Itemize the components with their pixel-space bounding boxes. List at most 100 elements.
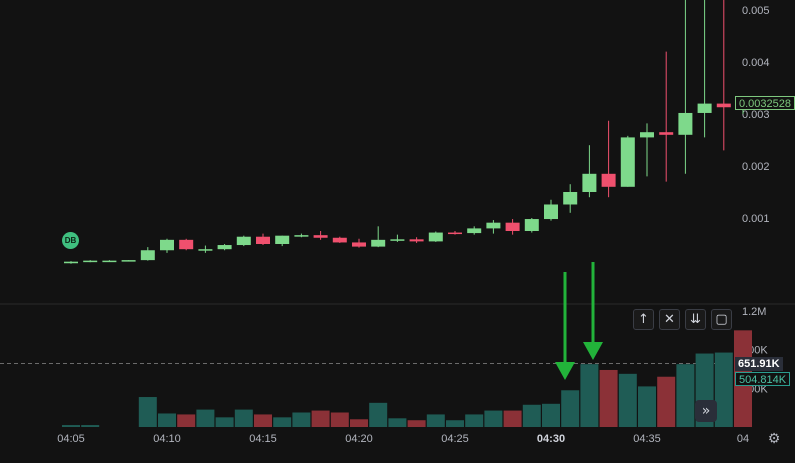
candle [236,235,251,247]
green-arrow [555,272,575,380]
candle-body [83,260,98,263]
candle [217,244,232,251]
candle [601,120,616,198]
candle [332,236,347,243]
price-tick-label: 0.001 [742,213,770,225]
volume-bar [484,410,503,427]
volume-bar [369,402,388,427]
maximize-pane-button[interactable]: ▢ [711,309,732,330]
price-tick-label: 0.002 [742,161,770,173]
candle [64,261,78,264]
candle [371,226,386,248]
candle-body [467,228,482,234]
volume-bar [599,369,618,427]
collapse-pane-button[interactable]: ⇊ [685,309,706,330]
candle-body [409,239,424,242]
move-pane-up-button[interactable]: ↑ [633,309,654,330]
volume-bar [580,364,599,427]
green-arrow [583,262,603,360]
candle-body [64,261,78,264]
candle-body [716,103,731,108]
candle-body [102,260,117,263]
volume-bar [158,413,176,427]
candle [275,235,290,247]
candle-body [217,245,232,250]
candle-body [313,235,328,238]
candle-body [486,222,501,229]
volume-bar [81,425,100,427]
volume-bar [714,352,733,427]
last-volume-badge: 504.814K [735,372,791,386]
candle [294,233,309,238]
candle-body [640,132,654,138]
volume-bar [446,420,464,427]
annotation-arrows [555,262,603,380]
candle [448,231,462,235]
time-tick-label: 04:20 [345,433,373,445]
price-tick-label: 0.004 [742,57,770,69]
candle-body [544,204,558,220]
candle-body [448,232,462,235]
time-tick-label: 04:30 [537,433,565,445]
candle [640,123,654,177]
time-tick-label: 04:10 [153,433,181,445]
candle-body [601,173,616,187]
volume-bar [292,412,311,427]
volume-bar [62,425,80,427]
volume-tick-label: 1.2M [742,306,766,318]
candle-body [505,222,520,231]
candle-body [332,237,347,243]
scroll-to-realtime-button[interactable]: » [695,400,717,422]
volume-bar [638,386,656,427]
volume-bar [177,414,196,427]
candle [256,233,270,246]
candle-body [352,242,366,247]
volume-bar [618,373,637,427]
volume-bar [234,409,253,427]
candle [620,135,635,187]
candle-body [160,239,174,251]
candle [716,0,731,151]
crosshair-volume-badge: 651.91K [735,357,783,371]
candle [140,247,155,261]
candle-body [140,250,155,261]
candle [390,234,405,242]
volume-bar [388,418,407,427]
time-tick-label: 04:25 [441,433,469,445]
db-marker-badge[interactable]: DB [62,232,79,249]
candle-body [275,235,290,244]
time-tick-label: 04:35 [633,433,661,445]
candle [409,237,424,243]
candle [678,0,693,174]
candle-body [678,112,693,135]
candle-body [236,236,251,246]
candle-body [563,192,578,205]
candle-body [524,219,539,231]
candle-body [620,137,635,187]
time-tick-label: 04 [737,433,749,445]
candle [83,260,98,263]
candle-body [582,173,597,192]
candle-body [179,239,194,250]
price-axis: 0.001 0.002 0.003 0.004 0.005 [742,5,770,225]
volume-bar [465,414,484,427]
candle-body [428,232,443,242]
volume-bar [330,412,349,427]
candle-body [697,103,712,113]
candle [102,260,117,263]
candle [486,220,501,234]
candle-body [198,249,213,251]
candle [160,238,174,253]
candlesticks [64,0,750,264]
volume-bars [62,330,752,427]
settings-gear-icon[interactable]: ⚙ [767,431,781,447]
volume-bar [215,417,234,427]
candle-body [659,132,674,135]
volume-bar [676,364,695,427]
volume-bar [542,403,560,427]
candle-body [256,236,270,244]
close-pane-button[interactable]: ✕ [659,309,680,330]
candle [697,0,712,138]
candle-body [294,235,309,237]
